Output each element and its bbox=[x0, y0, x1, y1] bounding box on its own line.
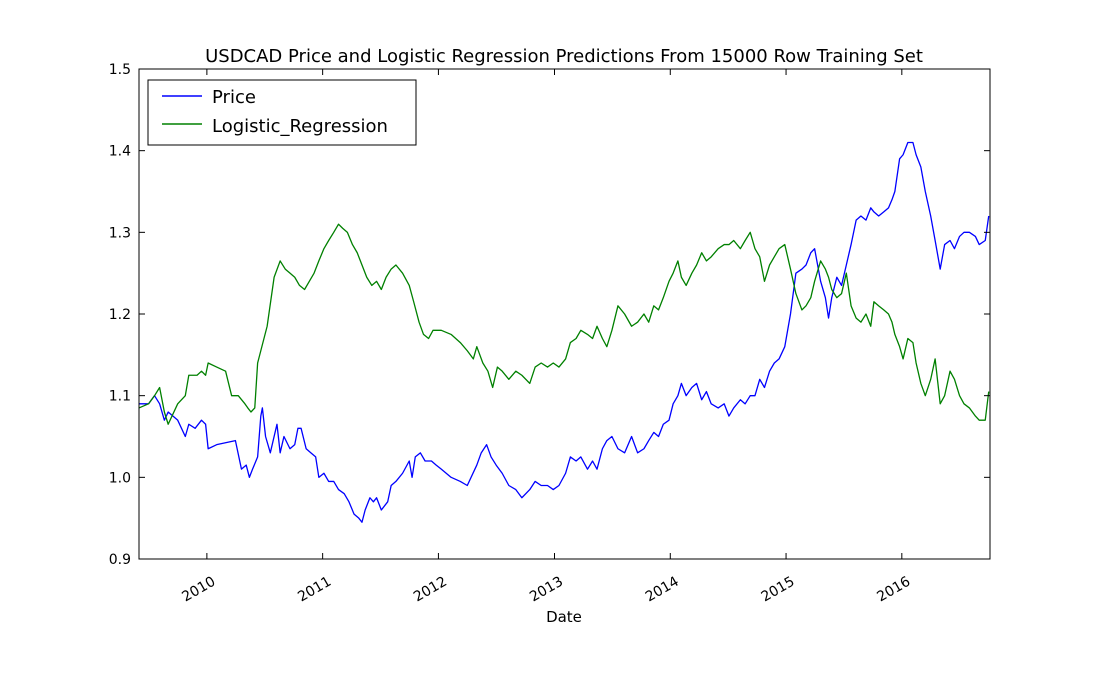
series-line-logistic-regression bbox=[139, 223, 990, 425]
y-tick-label: 1.5 bbox=[109, 62, 131, 78]
y-tick-label: 1.2 bbox=[109, 307, 131, 323]
x-tick-label: 2016 bbox=[874, 574, 913, 606]
x-axis-label: Date bbox=[546, 608, 582, 626]
legend: Price Logistic_Regression bbox=[147, 79, 417, 146]
legend-price-label: Price bbox=[212, 87, 256, 108]
y-tick-label: 1.0 bbox=[109, 470, 131, 486]
legend-box bbox=[147, 79, 417, 146]
x-tick-label: 2015 bbox=[759, 574, 798, 606]
y-tick-label: 1.4 bbox=[109, 144, 131, 160]
ticks-layer bbox=[139, 68, 990, 560]
y-tick-label: 1.1 bbox=[109, 389, 131, 405]
series-layer bbox=[139, 141, 990, 523]
series-line-price bbox=[139, 141, 990, 523]
y-tick-label: 0.9 bbox=[109, 552, 131, 568]
chart-title: USDCAD Price and Logistic Regression Pre… bbox=[205, 46, 923, 67]
legend-logistic-regression-label: Logistic_Regression bbox=[212, 116, 388, 137]
x-tick-label: 2011 bbox=[295, 574, 334, 606]
y-tick-label: 1.3 bbox=[109, 225, 131, 241]
x-tick-label: 2014 bbox=[643, 574, 682, 606]
x-tick-label: 2012 bbox=[411, 574, 450, 606]
x-tick-label: 2013 bbox=[527, 574, 566, 606]
x-tick-label: 2010 bbox=[179, 574, 218, 606]
